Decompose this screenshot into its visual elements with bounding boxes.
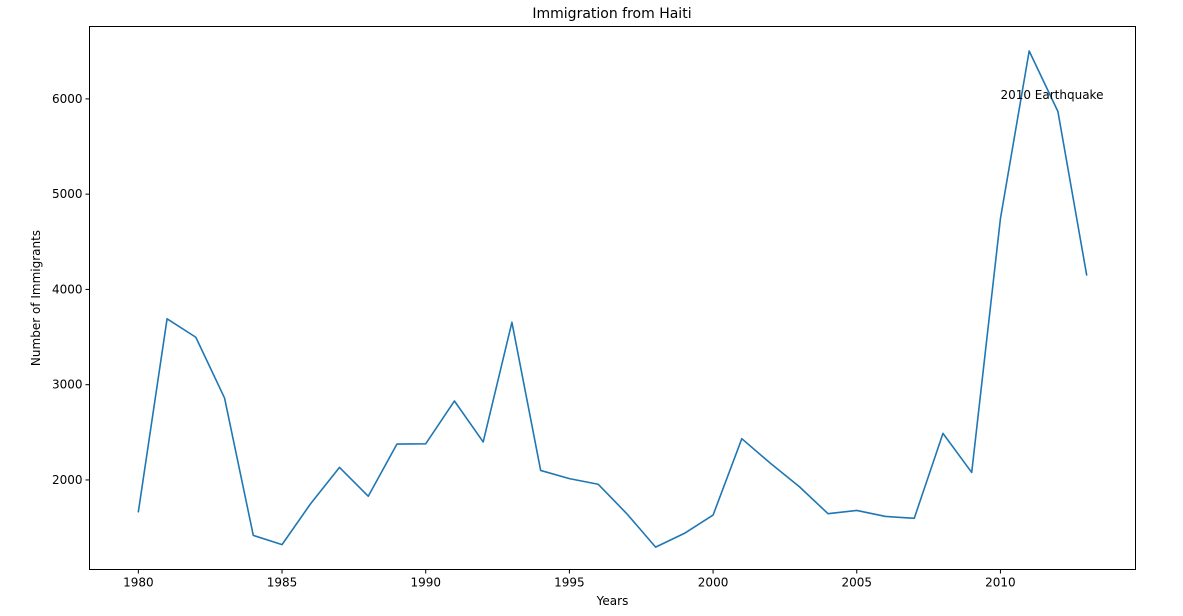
x-tick-label: 1985 [267, 576, 298, 590]
annotation-2010-earthquake: 2010 Earthquake [1000, 88, 1103, 102]
x-tick-label: 1990 [410, 576, 441, 590]
y-tick-label: 4000 [52, 282, 83, 296]
y-tick-label: 6000 [52, 92, 83, 106]
x-tick-label: 2010 [985, 576, 1016, 590]
y-tick-label: 5000 [52, 187, 83, 201]
y-axis-label: Number of Immigrants [29, 230, 43, 366]
chart-title: Immigration from Haiti [532, 6, 691, 22]
x-tick-label: 1980 [123, 576, 154, 590]
x-tick-label: 1995 [554, 576, 585, 590]
series-line-immigrants [137, 50, 1088, 548]
data-points [138, 50, 1087, 548]
y-tick-label: 3000 [52, 378, 83, 392]
x-axis-label: Years [596, 594, 629, 608]
plot-area-frame [89, 26, 1136, 570]
y-axis: 2000 3000 4000 5000 6000 [52, 92, 90, 487]
x-tick-label: 2000 [698, 576, 729, 590]
x-axis: 1980 1985 1990 1995 2000 2005 2010 [123, 569, 1016, 590]
y-tick-label: 2000 [52, 473, 83, 487]
x-tick-label: 2005 [841, 576, 872, 590]
